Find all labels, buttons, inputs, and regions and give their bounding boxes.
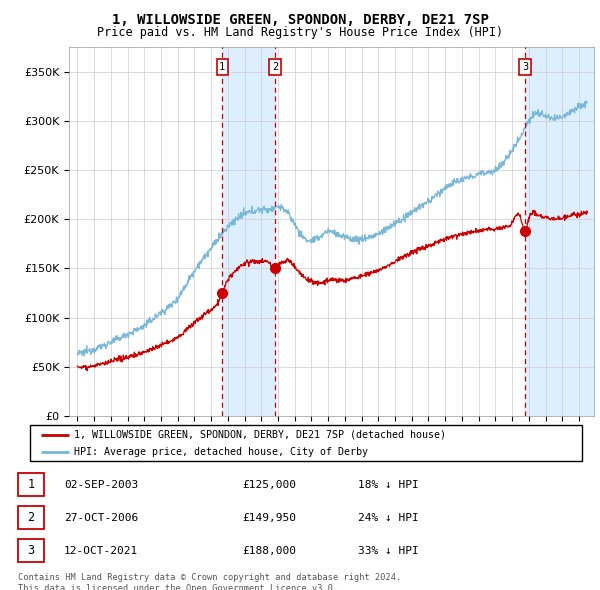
Bar (525, 47, 594, 416)
Text: 12-OCT-2021: 12-OCT-2021 (64, 546, 138, 556)
Bar (18, 539, 44, 562)
Text: 1, WILLOWSIDE GREEN, SPONDON, DERBY, DE21 7SP: 1, WILLOWSIDE GREEN, SPONDON, DERBY, DE2… (112, 13, 488, 27)
Text: Price paid vs. HM Land Registry's House Price Index (HPI): Price paid vs. HM Land Registry's House … (97, 26, 503, 39)
Text: 02-SEP-2003: 02-SEP-2003 (64, 480, 138, 490)
Text: £188,000: £188,000 (242, 546, 296, 556)
Text: £149,950: £149,950 (242, 513, 296, 523)
Bar (18, 506, 44, 529)
Text: 27-OCT-2006: 27-OCT-2006 (64, 513, 138, 523)
Text: 1, WILLOWSIDE GREEN, SPONDON, DERBY, DE21 7SP (detached house): 1, WILLOWSIDE GREEN, SPONDON, DERBY, DE2… (74, 430, 446, 440)
Text: 1: 1 (219, 62, 226, 72)
Text: Contains HM Land Registry data © Crown copyright and database right 2024.
This d: Contains HM Land Registry data © Crown c… (18, 573, 401, 590)
Text: 1: 1 (27, 478, 34, 491)
Text: 33% ↓ HPI: 33% ↓ HPI (358, 546, 418, 556)
Text: 3: 3 (27, 544, 34, 558)
Text: 24% ↓ HPI: 24% ↓ HPI (358, 513, 418, 523)
Text: 2: 2 (272, 62, 278, 72)
Bar (223, 47, 275, 416)
Bar (18, 473, 44, 496)
Text: 2: 2 (27, 511, 34, 525)
Text: HPI: Average price, detached house, City of Derby: HPI: Average price, detached house, City… (74, 447, 368, 457)
Text: £125,000: £125,000 (242, 480, 296, 490)
Text: 18% ↓ HPI: 18% ↓ HPI (358, 480, 418, 490)
Text: 3: 3 (522, 62, 528, 72)
